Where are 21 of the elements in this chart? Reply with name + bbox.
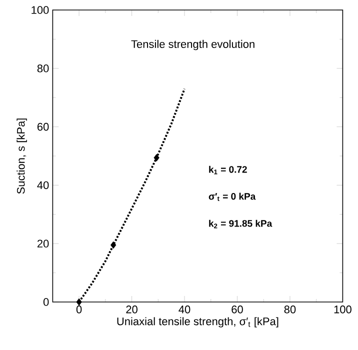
x-tick-label: 100	[334, 306, 352, 314]
y-tick-label: 40	[37, 181, 49, 190]
x-tick-label: 80	[284, 306, 296, 314]
x-axis-title: Uniaxial tensile strength, σ′$_{t}$ [kPa]	[117, 317, 278, 328]
point	[154, 154, 160, 162]
y-tick-label: 100	[32, 6, 49, 14]
x-tick-label: 20	[126, 306, 138, 314]
annotation: k$_{2}$ = 91.85 kPa	[209, 220, 272, 228]
point	[76, 298, 82, 306]
y-tick-label: 60	[37, 122, 49, 131]
point	[110, 241, 116, 249]
y-tick-label: 0	[43, 298, 49, 306]
text: Tensile strength evolution	[131, 40, 254, 50]
y-tick-label: 80	[37, 64, 49, 72]
x-tick-label: 60	[232, 306, 243, 314]
annotation: σ′$_{t}$ = 0 kPa	[208, 192, 256, 201]
x-tick-label: 40	[178, 306, 190, 314]
x-tick-label: 0	[76, 306, 82, 314]
y-axis-title: Suction, s [kPa]	[16, 118, 27, 194]
annotation: k$_{1}$ = 0.72	[209, 166, 247, 174]
y-tick-label: 20	[37, 240, 49, 248]
